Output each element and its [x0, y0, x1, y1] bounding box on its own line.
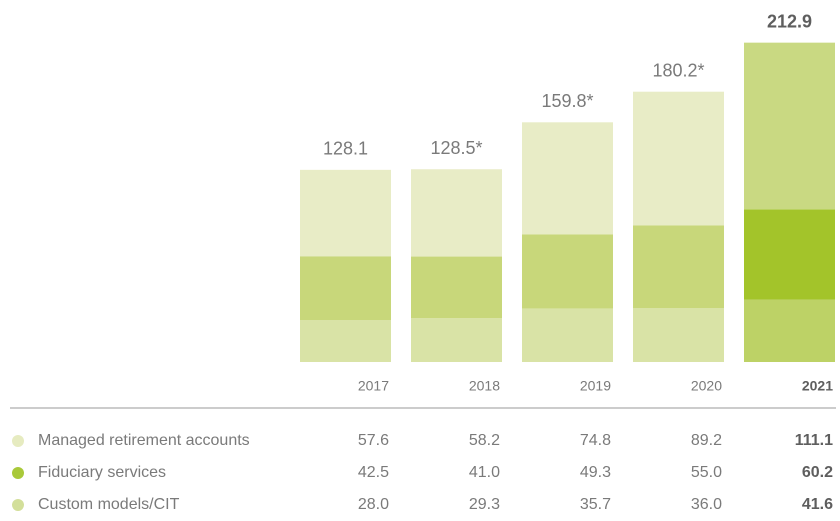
table-value: 57.6	[358, 432, 389, 449]
table-value: 29.3	[469, 496, 500, 513]
bar-segment	[411, 256, 502, 319]
total-label: 128.5*	[430, 138, 482, 158]
legend-dot	[12, 499, 24, 511]
table-value: 111.1	[795, 432, 833, 449]
table-value: 55.0	[691, 464, 722, 481]
table-value: 60.2	[802, 464, 833, 481]
bar-segment	[411, 169, 502, 257]
bar-segment	[744, 299, 835, 362]
bar-segment	[633, 91, 724, 226]
table-value: 41.0	[469, 464, 500, 481]
bar-segment	[744, 42, 835, 210]
year-label: 2020	[691, 378, 722, 394]
table-value: 36.0	[691, 496, 722, 513]
bar-segment	[300, 256, 391, 320]
legend-label: Fiduciary services	[38, 464, 166, 481]
legend-dot	[12, 435, 24, 447]
table-value: 58.2	[469, 432, 500, 449]
year-label: 2018	[469, 378, 500, 394]
total-label: 212.9	[767, 11, 812, 31]
bar-segment	[633, 225, 724, 308]
total-label: 180.2*	[652, 60, 704, 80]
bar-segment	[522, 234, 613, 309]
table-value: 28.0	[358, 496, 389, 513]
table-value: 35.7	[580, 496, 611, 513]
total-label: 128.1	[323, 139, 368, 159]
bar-segment	[633, 308, 724, 362]
bar-segment	[744, 209, 835, 300]
legend-label: Managed retirement accounts	[38, 432, 250, 449]
year-label: 2021	[802, 378, 833, 394]
total-label: 159.8*	[541, 91, 593, 111]
table-value: 89.2	[691, 432, 722, 449]
bar-segment	[300, 169, 391, 257]
legend-label: Custom models/CIT	[38, 496, 180, 513]
year-label: 2017	[358, 378, 389, 394]
table-value: 41.6	[802, 496, 833, 513]
bar-segment	[522, 308, 613, 362]
legend-dot	[12, 467, 24, 479]
bar-segment	[300, 320, 391, 362]
table-value: 42.5	[358, 464, 389, 481]
table-value: 49.3	[580, 464, 611, 481]
bar-segment	[411, 318, 502, 362]
table-value: 74.8	[580, 432, 611, 449]
year-label: 2019	[580, 378, 611, 394]
bar-segment	[522, 122, 613, 235]
